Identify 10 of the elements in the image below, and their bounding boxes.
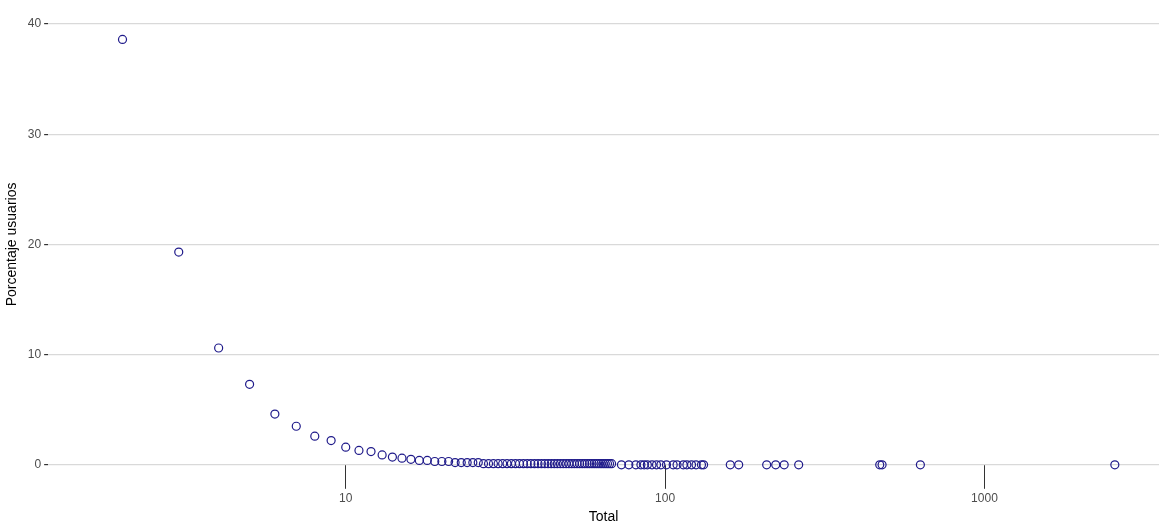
y-tick-label: 10 <box>27 346 42 361</box>
x-axis-title: Total <box>588 508 619 525</box>
y-tick-label: 20 <box>27 236 42 251</box>
y-tick-label: 30 <box>27 126 42 141</box>
x-tick-label: 100 <box>655 491 676 506</box>
x-tick-label: 10 <box>339 491 353 506</box>
y-axis-title: Porcentaje usuarios <box>3 182 20 307</box>
y-tick-label: 0 <box>34 457 42 472</box>
x-tick-label: 1000 <box>971 491 999 506</box>
y-tick-label: 40 <box>27 16 42 31</box>
